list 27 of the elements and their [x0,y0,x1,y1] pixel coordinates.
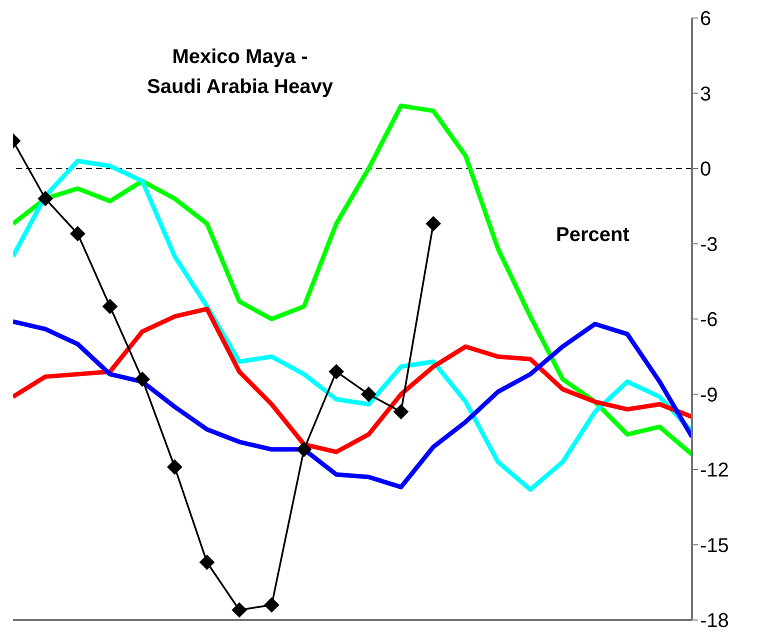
point [200,554,214,570]
point [232,602,247,618]
point [361,386,376,402]
y-tick-label: -15 [700,534,729,557]
y-axis-title: Percent [556,224,630,247]
y-tick-label: -12 [700,460,729,482]
y-tick-label: -3 [700,234,718,256]
y-tick-label: -6 [700,309,718,332]
point [134,372,150,387]
point [394,404,408,420]
point [328,364,344,380]
point [102,298,118,314]
point [38,191,53,206]
point [426,216,441,232]
line-series [13,319,692,490]
text: Mexico Maya - Saudi Arabia Heavy [146,45,334,100]
line-series [13,104,692,457]
y-tick-label: 0 [700,158,712,181]
point [70,226,86,242]
y-tick-label: -9 [700,384,718,406]
y-tick-label: -18 [700,610,729,632]
point [264,597,280,612]
y-tick-label: 6 [700,8,712,30]
point [167,459,182,474]
y-tick-label: 3 [700,83,712,106]
line-series [13,158,692,492]
point [296,442,312,457]
